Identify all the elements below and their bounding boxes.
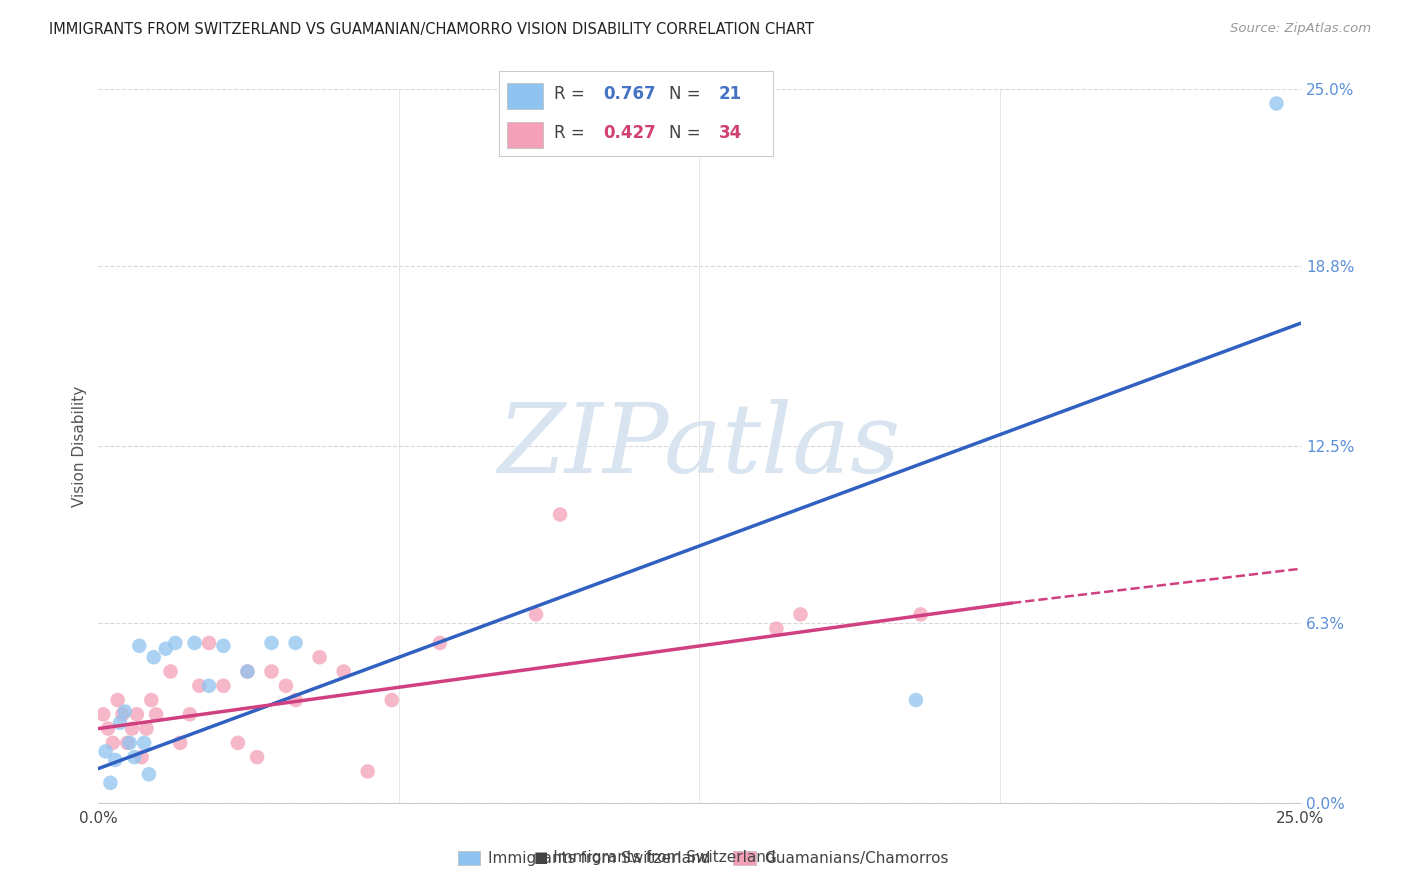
Point — [548, 508, 571, 522]
Text: R =: R = — [554, 124, 591, 142]
Point — [308, 650, 330, 665]
Bar — [508, 122, 543, 147]
Text: 21: 21 — [718, 86, 741, 103]
Point — [284, 693, 307, 707]
Point — [131, 750, 153, 764]
Point — [91, 707, 114, 722]
Point — [910, 607, 932, 622]
Point — [179, 707, 201, 722]
Point — [118, 736, 141, 750]
Point — [128, 639, 150, 653]
Point — [789, 607, 811, 622]
Point — [765, 622, 787, 636]
Point — [135, 722, 157, 736]
Text: 0.767: 0.767 — [603, 86, 657, 103]
Point — [236, 665, 259, 679]
Y-axis label: Vision Disability: Vision Disability — [72, 385, 87, 507]
Text: 34: 34 — [718, 124, 742, 142]
Point — [132, 736, 155, 750]
Point — [117, 736, 139, 750]
Point — [274, 679, 297, 693]
Point — [104, 753, 127, 767]
Text: 0.427: 0.427 — [603, 124, 657, 142]
Text: ZIPatlas: ZIPatlas — [498, 399, 901, 493]
Point — [524, 607, 547, 622]
Point — [212, 639, 235, 653]
Point — [94, 744, 117, 758]
Point — [145, 707, 167, 722]
Point — [159, 665, 181, 679]
Point — [165, 636, 187, 650]
Point — [212, 679, 235, 693]
Point — [246, 750, 269, 764]
Text: R =: R = — [554, 86, 591, 103]
Point — [226, 736, 249, 750]
Point — [1265, 96, 1288, 111]
Text: Source: ZipAtlas.com: Source: ZipAtlas.com — [1230, 22, 1371, 36]
Point — [142, 650, 165, 665]
Point — [100, 776, 122, 790]
Point — [198, 679, 221, 693]
Point — [97, 722, 120, 736]
Point — [260, 636, 283, 650]
Point — [198, 636, 221, 650]
Point — [141, 693, 163, 707]
Point — [429, 636, 451, 650]
Point — [332, 665, 354, 679]
Text: ■ Immigrants from Switzerland: ■ Immigrants from Switzerland — [534, 850, 776, 865]
Point — [284, 636, 307, 650]
Text: N =: N = — [669, 86, 706, 103]
Point — [183, 636, 205, 650]
Point — [169, 736, 191, 750]
Point — [125, 707, 148, 722]
Legend: Immigrants from Switzerland, Guamanians/Chamorros: Immigrants from Switzerland, Guamanians/… — [451, 845, 955, 872]
Point — [111, 707, 134, 722]
Point — [124, 750, 146, 764]
Point — [101, 736, 124, 750]
Point — [357, 764, 380, 779]
Text: N =: N = — [669, 124, 706, 142]
Text: IMMIGRANTS FROM SWITZERLAND VS GUAMANIAN/CHAMORRO VISION DISABILITY CORRELATION : IMMIGRANTS FROM SWITZERLAND VS GUAMANIAN… — [49, 22, 814, 37]
Point — [188, 679, 211, 693]
Bar — [508, 83, 543, 109]
Point — [904, 693, 927, 707]
Point — [121, 722, 143, 736]
Point — [107, 693, 129, 707]
Point — [114, 705, 136, 719]
Point — [108, 715, 131, 730]
Point — [381, 693, 404, 707]
Point — [138, 767, 160, 781]
Point — [260, 665, 283, 679]
Point — [236, 665, 259, 679]
Point — [155, 641, 177, 656]
